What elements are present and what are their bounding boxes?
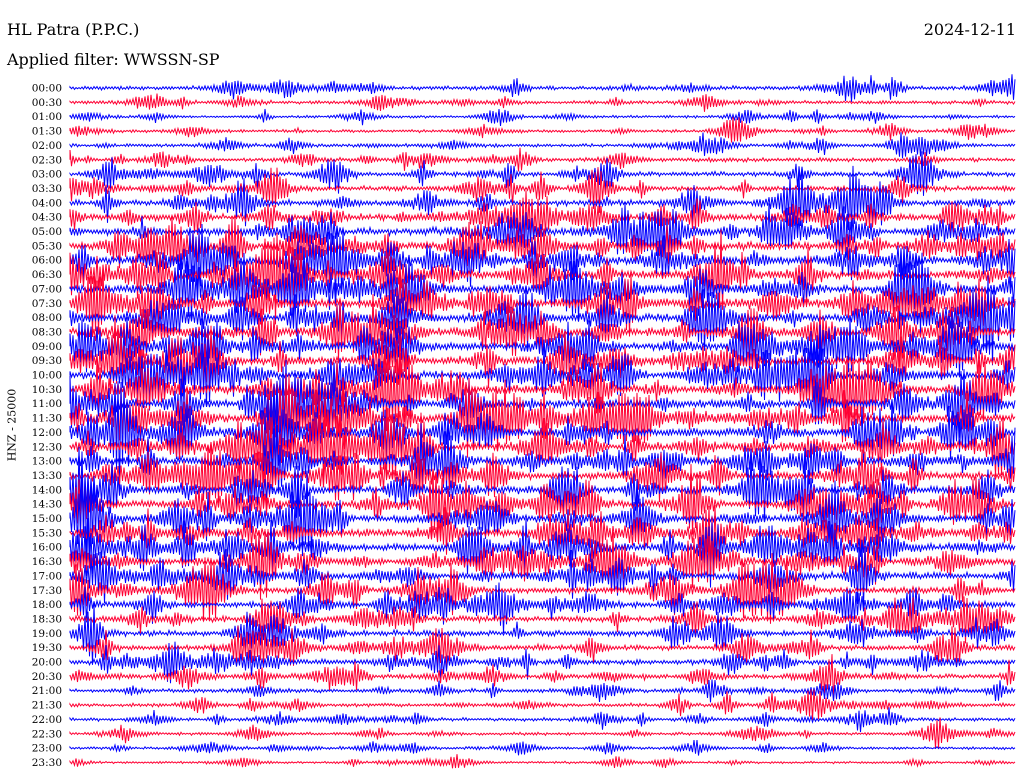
row-time-label: 16:30: [32, 556, 62, 568]
seismic-trace: [69, 582, 1016, 634]
seismic-trace: [69, 93, 1016, 112]
row-time-label: 04:00: [32, 197, 62, 209]
seismic-trace: [69, 330, 1016, 415]
seismic-trace: [69, 542, 1016, 610]
row-time-label: 22:00: [32, 714, 62, 726]
seismic-trace: [69, 260, 1016, 337]
seismic-trace: [69, 315, 1016, 394]
seismic-trace: [69, 464, 1016, 538]
row-time-label: 20:00: [32, 657, 62, 669]
row-time-label: 17:30: [32, 585, 62, 597]
filter-label: Applied filter: WWSSN-SP: [7, 50, 220, 69]
seismic-trace: [69, 190, 1016, 247]
row-time-label: 16:00: [32, 542, 62, 554]
row-time-label: 07:00: [32, 283, 62, 295]
seismic-trace: [69, 167, 1016, 213]
seismic-trace: [69, 689, 1016, 721]
station-title: HL Patra (P.P.C.): [7, 20, 140, 39]
seismic-trace: [69, 359, 1016, 444]
seismic-trace: [69, 596, 1016, 644]
row-time-label: 15:30: [32, 527, 62, 539]
seismic-trace: [69, 373, 1016, 463]
row-time-label: 00:30: [32, 97, 62, 109]
seismic-trace: [69, 625, 1016, 667]
row-time-label: 14:00: [32, 484, 62, 496]
row-time-label: 10:30: [32, 384, 62, 396]
row-time-label: 03:00: [32, 169, 62, 181]
row-time-label: 19:00: [32, 628, 62, 640]
seismic-trace: [69, 679, 1016, 703]
row-time-label: 05:00: [32, 226, 62, 238]
row-time-label: 01:30: [32, 126, 62, 138]
seismic-trace: [69, 151, 1016, 196]
seismic-trace: [69, 294, 1016, 371]
row-time-label: 09:00: [32, 341, 62, 353]
seismic-trace: [69, 446, 1016, 526]
row-time-label: 13:00: [32, 456, 62, 468]
row-time-label: 10:00: [32, 370, 62, 382]
row-time-label: 18:00: [32, 599, 62, 611]
row-time-label: 12:00: [32, 427, 62, 439]
row-time-label: 12:30: [32, 441, 62, 453]
row-time-label: 02:00: [32, 140, 62, 152]
row-time-label: 19:30: [32, 642, 62, 654]
row-time-label: 18:30: [32, 613, 62, 625]
seismic-trace: [69, 470, 1016, 569]
seismic-trace: [69, 654, 1016, 701]
row-time-label: 11:30: [32, 413, 62, 425]
row-time-label: 17:00: [32, 570, 62, 582]
seismic-trace: [69, 132, 1016, 159]
row-time-label: 21:30: [32, 700, 62, 712]
row-time-label: 20:30: [32, 671, 62, 683]
seismic-trace: [69, 707, 1016, 733]
row-time-label: 04:30: [32, 212, 62, 224]
seismic-trace: [69, 108, 1016, 127]
row-time-label: 03:30: [32, 183, 62, 195]
seismic-trace: [69, 353, 1016, 432]
seismic-trace: [69, 641, 1016, 684]
seismic-trace: [69, 405, 1016, 483]
seismic-trace: [69, 147, 1016, 172]
row-time-label: 23:00: [32, 743, 62, 755]
row-time-label: 08:00: [32, 312, 62, 324]
row-time-label: 15:00: [32, 513, 62, 525]
row-time-label: 11:00: [32, 398, 62, 410]
row-time-label: 05:30: [32, 240, 62, 252]
seismic-trace: [69, 381, 1016, 495]
seismic-trace: [69, 202, 1016, 258]
seismic-trace: [69, 518, 1016, 588]
seismic-trace: [69, 717, 1016, 749]
row-time-label: 22:30: [32, 728, 62, 740]
seismic-trace: [69, 116, 1016, 143]
row-time-label: 07:30: [32, 298, 62, 310]
row-time-label: 06:30: [32, 269, 62, 281]
seismic-trace: [69, 553, 1016, 624]
row-time-label: 21:00: [32, 685, 62, 697]
date-label: 2024-12-11: [923, 20, 1016, 39]
seismic-trace: [69, 216, 1016, 272]
row-time-label: 23:30: [32, 757, 62, 769]
seismic-trace: [69, 165, 1016, 235]
row-time-label: 02:30: [32, 154, 62, 166]
seismic-trace: [69, 603, 1016, 665]
row-time-label: 00:00: [32, 83, 62, 95]
row-time-label: 09:30: [32, 355, 62, 367]
seismic-trace: [69, 443, 1016, 516]
seismic-trace: [69, 229, 1016, 325]
row-time-label: 06:00: [32, 255, 62, 267]
seismic-trace: [69, 74, 1016, 102]
seismic-trace: [69, 754, 1016, 769]
seismic-trace: [69, 311, 1016, 377]
row-time-label: 08:30: [32, 326, 62, 338]
row-time-label: 01:00: [32, 111, 62, 123]
seismic-trace: [69, 248, 1016, 335]
seismic-trace: [69, 223, 1016, 306]
seismic-trace: [69, 739, 1016, 756]
row-time-label: 14:30: [32, 499, 62, 511]
seismic-trace: [69, 423, 1016, 499]
row-time-label: 13:30: [32, 470, 62, 482]
